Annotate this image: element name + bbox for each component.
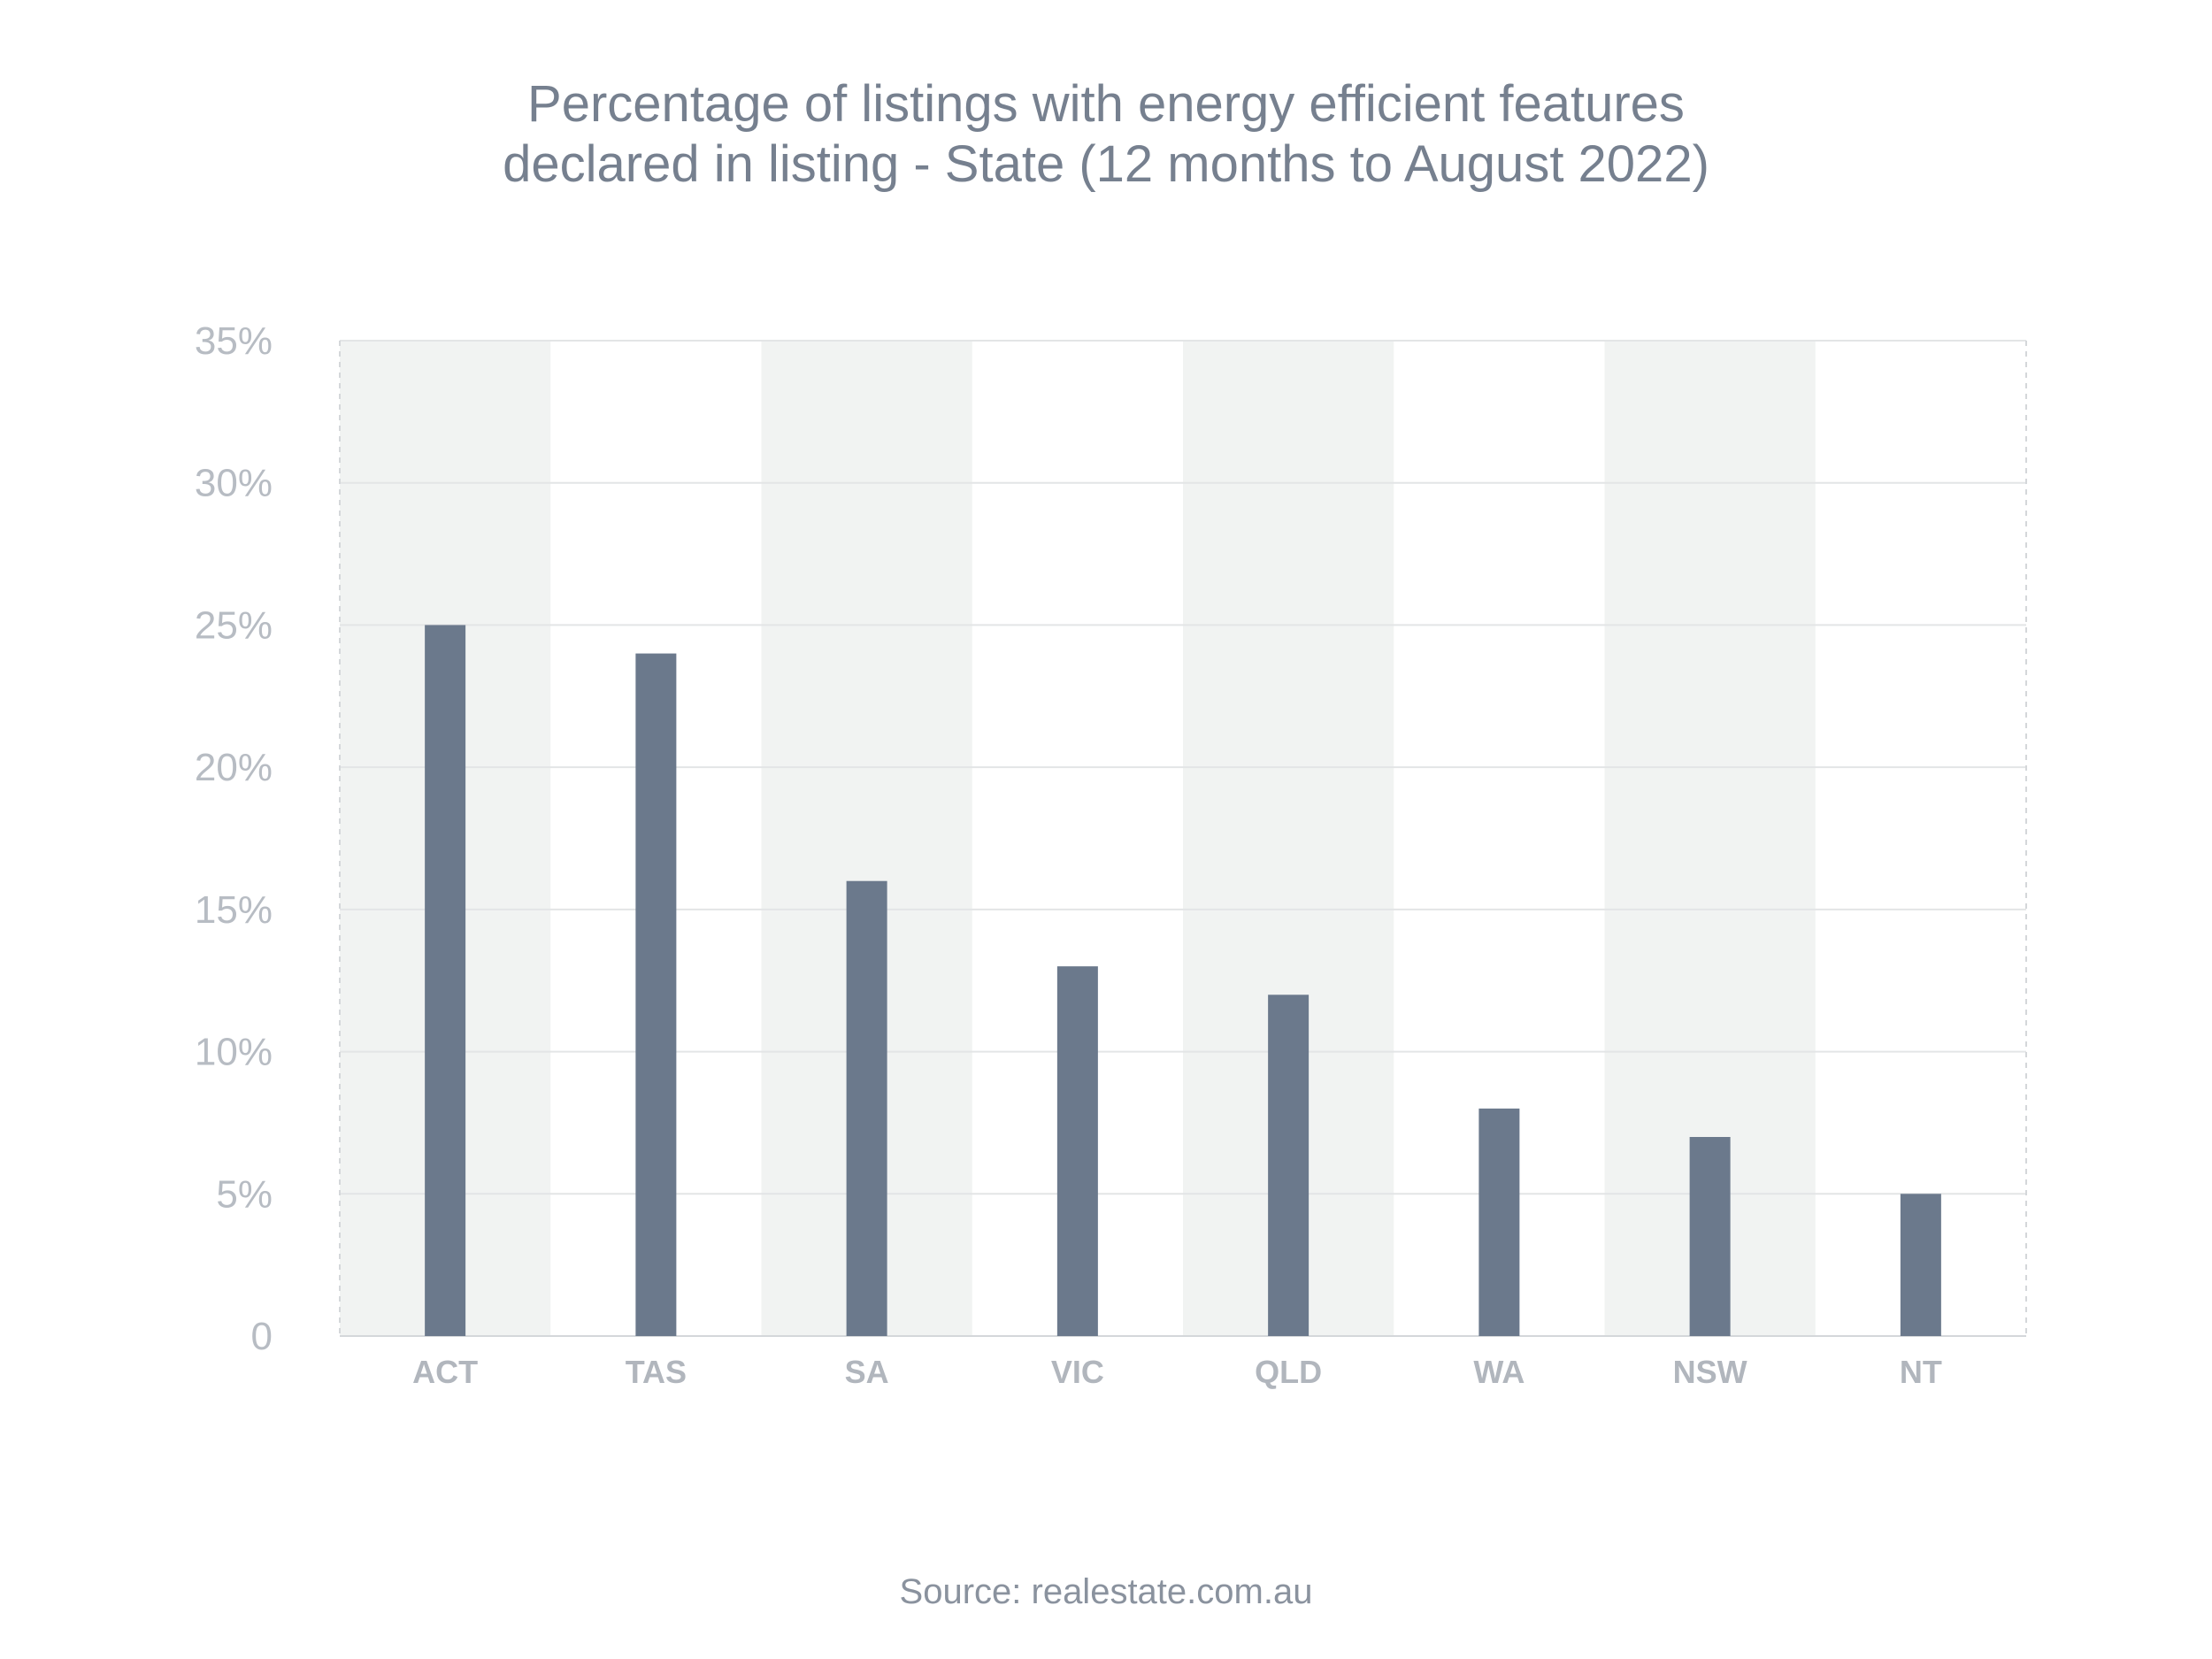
- y-tick-label: 5%: [216, 1172, 273, 1216]
- y-tick-label: 0: [251, 1315, 273, 1358]
- y-tick-label: 10%: [195, 1031, 273, 1074]
- source-note: Source: realestate.com.au: [899, 1572, 1313, 1611]
- x-tick-label-act: ACT: [412, 1354, 478, 1390]
- bar-sa: [846, 880, 887, 1336]
- x-tick-label-wa: WA: [1473, 1354, 1525, 1390]
- gridlines: [339, 340, 2027, 1337]
- x-tick-label-sa: SA: [845, 1354, 889, 1390]
- x-tick-label-vic: VIC: [1051, 1354, 1104, 1390]
- bar-nt: [1900, 1194, 1941, 1336]
- y-tick-label: 20%: [195, 746, 273, 789]
- y-tick-label: 30%: [195, 462, 273, 505]
- x-axis-ticks: ACT TAS SA VIC QLD WA NSW NT: [412, 1354, 1942, 1390]
- bar-tas: [635, 653, 677, 1336]
- y-axis-ticks: 0 5% 10% 15% 20% 25% 30% 35%: [195, 319, 273, 1358]
- bar-qld: [1268, 995, 1310, 1336]
- chart-title: Percentage of listings with energy effic…: [503, 75, 1709, 193]
- bars: [425, 625, 1941, 1336]
- x-tick-label-qld: QLD: [1255, 1354, 1322, 1390]
- bar-wa: [1479, 1108, 1520, 1336]
- x-tick-label-nt: NT: [1900, 1354, 1942, 1390]
- y-tick-label: 25%: [195, 603, 273, 647]
- bar-nsw: [1689, 1137, 1731, 1336]
- y-tick-label: 15%: [195, 888, 273, 932]
- y-tick-label: 35%: [195, 319, 273, 363]
- x-tick-label-tas: TAS: [626, 1354, 687, 1390]
- bar-act: [425, 625, 466, 1336]
- bar-vic: [1056, 966, 1098, 1336]
- x-tick-label-nsw: NSW: [1673, 1354, 1747, 1390]
